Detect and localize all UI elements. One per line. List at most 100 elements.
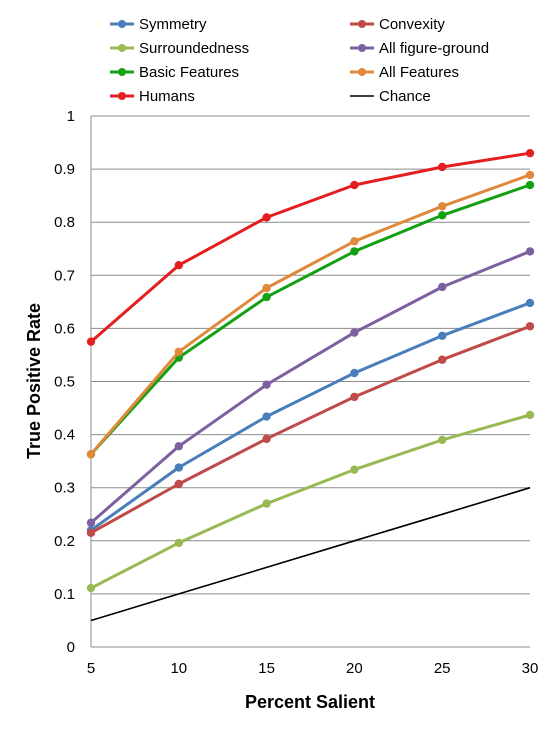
y-tick-label: 0.2 — [54, 533, 75, 550]
axes — [90, 116, 530, 648]
legend-item: Convexity — [350, 16, 445, 33]
y-tick-label: 0 — [67, 639, 75, 656]
legend-item: All Features — [350, 64, 459, 81]
series-line — [90, 250, 531, 524]
legend-label: All Features — [379, 64, 459, 81]
data-point — [262, 213, 271, 222]
legend-label: Chance — [379, 88, 431, 105]
y-tick-label: 0.5 — [54, 374, 75, 391]
data-point — [174, 442, 183, 451]
series-symmetry — [86, 298, 535, 535]
y-tick-labels: 0 0.1 0.2 0.3 0.4 0.5 0.6 0.7 0.8 0.9 1 — [54, 108, 75, 656]
data-point — [438, 211, 447, 220]
data-point — [262, 283, 271, 293]
data-point — [525, 170, 535, 180]
series-humans — [86, 148, 535, 346]
y-axis-title: True Positive Rate — [24, 303, 44, 459]
series-line — [90, 413, 531, 590]
data-point — [350, 465, 359, 474]
series-all-figure-ground — [86, 247, 535, 527]
y-tick-label: 0.1 — [54, 586, 75, 603]
data-point — [438, 202, 447, 211]
legend-swatch-marker — [118, 68, 126, 76]
data-point — [262, 412, 271, 421]
data-point — [350, 237, 359, 246]
legend-swatch-marker — [118, 92, 126, 100]
data-point — [525, 410, 535, 420]
series-surroundedness — [86, 410, 535, 593]
legend: Symmetry Convexity Surroundedness All figur… — [110, 16, 489, 105]
data-point — [350, 392, 359, 402]
x-tick-label: 5 — [87, 660, 95, 677]
legend-label: All figure-ground — [379, 40, 489, 57]
legend-swatch-marker — [358, 44, 366, 52]
series-convexity — [86, 322, 535, 538]
data-point — [350, 328, 359, 337]
x-tick-label: 30 — [522, 660, 539, 677]
legend-item: Chance — [350, 88, 431, 105]
data-point — [350, 368, 359, 378]
x-tick-label: 20 — [346, 660, 363, 677]
x-tick-label: 10 — [170, 660, 187, 677]
x-tick-label: 15 — [258, 660, 275, 677]
data-point — [174, 347, 183, 356]
data-point — [438, 162, 447, 172]
legend-label: Basic Features — [139, 64, 239, 81]
x-tick-labels: 5 10 15 20 25 30 — [87, 660, 539, 677]
data-point — [438, 355, 447, 364]
legend-item: Humans — [110, 88, 195, 105]
data-point — [86, 518, 96, 527]
legend-item: Basic Features — [110, 64, 239, 81]
data-point — [438, 435, 447, 445]
x-tick-label: 25 — [434, 660, 451, 677]
legend-label: Humans — [139, 88, 195, 105]
data-point — [525, 322, 535, 331]
y-tick-label: 0.8 — [54, 214, 75, 231]
data-point — [525, 247, 535, 256]
y-tick-label: 0.4 — [54, 427, 75, 444]
legend-label: Convexity — [379, 16, 445, 33]
data-point — [86, 450, 96, 459]
legend-label: Symmetry — [139, 16, 207, 33]
data-point — [174, 261, 183, 270]
data-point — [525, 180, 535, 190]
series-all-features — [86, 170, 535, 459]
y-tick-label: 0.9 — [54, 161, 75, 178]
data-point — [262, 434, 271, 444]
y-tick-label: 0.7 — [54, 267, 75, 284]
legend-item: All figure-ground — [350, 40, 489, 57]
series-line — [89, 183, 531, 456]
series-line — [90, 324, 531, 535]
data-point — [86, 337, 96, 346]
x-axis-title: Percent Salient — [245, 692, 375, 712]
legend-label: Surroundedness — [139, 40, 249, 57]
series-line — [90, 486, 531, 622]
data-point — [174, 479, 183, 489]
legend-swatch-marker — [118, 44, 126, 52]
data-point — [438, 331, 447, 341]
y-tick-label: 0.6 — [54, 320, 75, 337]
series-line — [89, 173, 531, 456]
legend-swatch-marker — [358, 20, 366, 28]
data-point — [438, 282, 447, 292]
y-tick-label: 1 — [67, 108, 75, 125]
legend-item: Symmetry — [110, 16, 207, 33]
series-line — [90, 301, 531, 532]
data-point — [262, 499, 271, 508]
data-point — [525, 148, 535, 158]
data-point — [262, 292, 271, 302]
legend-item: Surroundedness — [110, 40, 249, 57]
data-point — [525, 298, 535, 308]
series-chance — [90, 486, 531, 622]
data-point — [174, 463, 183, 472]
data-point — [262, 380, 271, 389]
data-point — [86, 583, 96, 593]
series-line — [90, 151, 531, 343]
data-point — [350, 247, 359, 256]
series-lines — [86, 148, 535, 622]
data-point — [350, 180, 359, 190]
data-point — [86, 528, 96, 538]
data-point — [174, 538, 183, 548]
y-tick-label: 0.3 — [54, 480, 75, 497]
